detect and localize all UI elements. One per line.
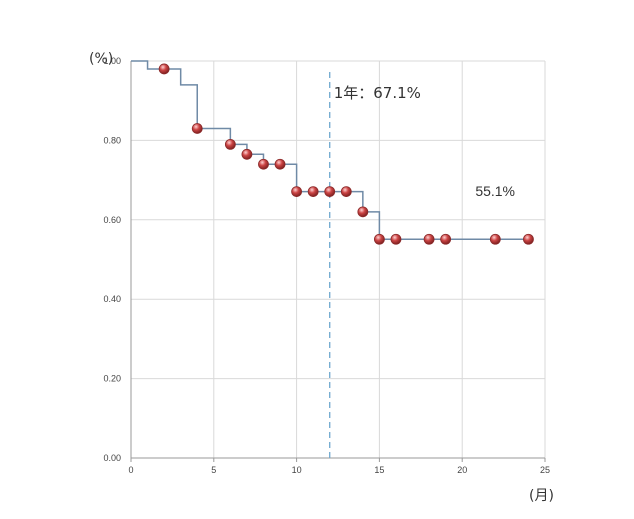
censor-marker-0 — [158, 63, 170, 75]
y-tick-label-0: 0.00 — [103, 453, 121, 463]
censor-marker-11 — [373, 233, 385, 245]
censor-markers — [158, 63, 534, 245]
censor-marker-3 — [241, 148, 253, 160]
axes — [130, 61, 546, 462]
censor-marker-13 — [423, 233, 435, 245]
censor-marker-15 — [489, 233, 501, 245]
x-tick-labels: 0 5 10 15 20 25 — [128, 465, 550, 475]
x-tick-label-4: 20 — [457, 465, 467, 475]
y-tick-label-5: 1.00 — [103, 56, 121, 66]
x-tick-label-2: 10 — [292, 465, 302, 475]
x-tick-label-3: 15 — [374, 465, 384, 475]
censor-marker-12 — [390, 233, 402, 245]
x-tick-label-0: 0 — [128, 465, 133, 475]
annotation-one-year-rate: 1年：67.1% — [334, 84, 421, 102]
censor-marker-10 — [357, 206, 369, 218]
y-tick-labels: 0.00 0.20 0.40 0.60 0.80 1.00 — [103, 56, 121, 463]
censor-marker-6 — [291, 186, 303, 198]
annotation-final-rate: 55.1% — [475, 183, 515, 199]
censor-marker-16 — [523, 233, 534, 245]
censor-marker-4 — [258, 158, 269, 170]
y-tick-label-4: 0.80 — [103, 135, 121, 145]
y-tick-label-3: 0.60 — [103, 215, 121, 225]
censor-marker-14 — [440, 233, 452, 245]
censor-marker-8 — [324, 186, 336, 198]
x-axis-unit-label: (月) — [529, 488, 554, 504]
censor-marker-9 — [340, 186, 352, 198]
censor-marker-5 — [274, 158, 286, 170]
x-tick-label-1: 5 — [211, 465, 216, 475]
censor-marker-1 — [191, 123, 203, 134]
grid — [131, 60, 546, 459]
x-tick-label-5: 25 — [540, 465, 550, 475]
censor-marker-7 — [307, 186, 319, 198]
y-tick-label-1: 0.20 — [103, 374, 121, 384]
y-tick-label-2: 0.40 — [103, 294, 121, 304]
survival-step-curve — [131, 60, 529, 241]
censor-marker-2 — [224, 138, 236, 150]
y-axis-unit-label: (%) — [89, 51, 113, 67]
